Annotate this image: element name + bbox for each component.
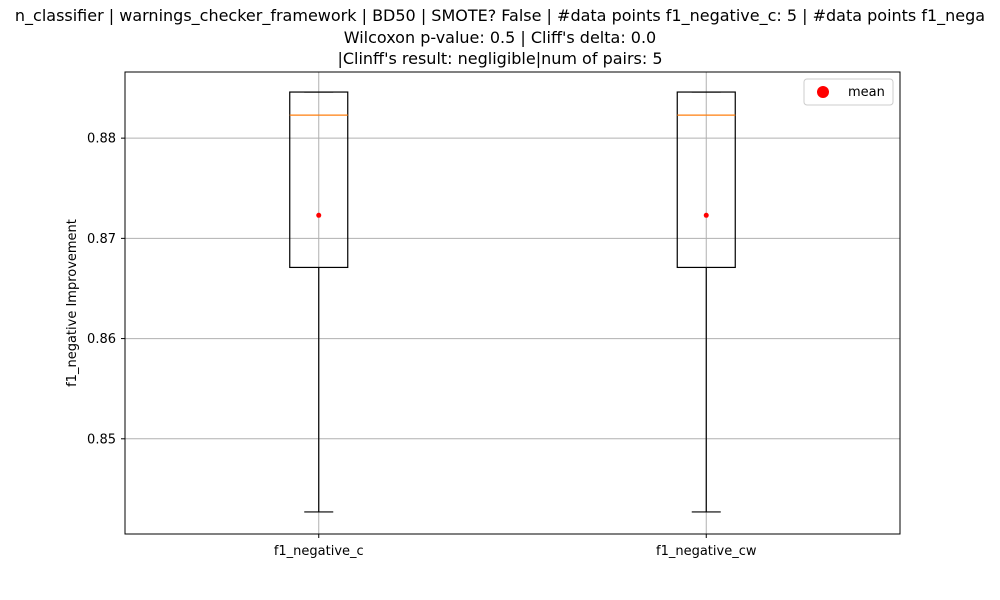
y-tick-label: 0.85 (87, 432, 116, 447)
x-tick-label: f1_negative_c (274, 544, 364, 559)
chart-title-line-1: n_classifier | warnings_checker_framewor… (14, 6, 986, 25)
grid-layer (125, 72, 900, 534)
box-iqr (289, 91, 349, 269)
legend-mean-label: mean (848, 85, 885, 100)
box-iqr (676, 91, 736, 269)
y-tick-label: 0.87 (87, 232, 116, 247)
mean-point (316, 212, 322, 218)
y-tick-label: 0.88 (87, 132, 116, 147)
box-layer (289, 91, 736, 513)
chart-title-line-2: Wilcoxon p-value: 0.5 | Cliff's delta: 0… (343, 28, 657, 47)
legend: mean (803, 78, 894, 106)
y-axis-label: f1_negative Improvement (65, 219, 80, 387)
legend-frame (803, 78, 894, 106)
plot-frame (124, 71, 901, 535)
x-tick-label: f1_negative_cw (656, 544, 757, 559)
legend-mean-marker (817, 86, 829, 98)
mean-point (703, 212, 709, 218)
y-tick-label: 0.86 (87, 332, 116, 347)
tick-layer: 0.85 0.86 0.87 0.88 f1_negative_c f1_negative… (87, 132, 757, 559)
chart-title-line-3: |Clinff's result: negligible|num of pair… (337, 49, 663, 68)
